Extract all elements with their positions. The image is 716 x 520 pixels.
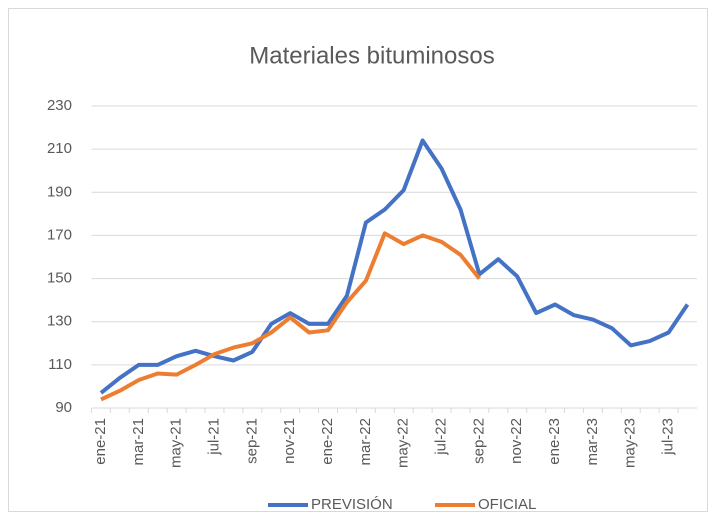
x-tick-label: nov-22 (508, 418, 525, 464)
x-tick-label: may-21 (168, 418, 185, 468)
x-tick-label: nov-21 (281, 418, 298, 464)
legend-label: PREVISIÓN (311, 496, 393, 513)
x-tick-label: jul-21 (205, 418, 222, 456)
y-tick-label: 210 (47, 140, 72, 157)
x-tick-label: mar-21 (130, 418, 147, 466)
x-tick-label: ene-22 (319, 418, 336, 465)
x-tick-label: mar-22 (357, 418, 374, 466)
y-tick-label: 230 (47, 97, 72, 114)
x-tick-label: sep-21 (243, 418, 260, 464)
y-tick-label: 130 (47, 313, 72, 330)
y-tick-label: 150 (47, 270, 72, 287)
x-tick-label: sep-22 (470, 418, 487, 464)
x-tick-label: ene-21 (92, 418, 109, 465)
legend-label: OFICIAL (478, 496, 536, 513)
x-tick-label: mar-23 (584, 418, 601, 466)
series-line (99, 138, 690, 395)
x-tick-label: may-23 (622, 418, 639, 468)
x-tick-label: ene-23 (546, 418, 563, 465)
x-tick-label: jul-23 (660, 418, 677, 456)
y-tick-label: 170 (47, 226, 72, 243)
chart-title: Materiales bituminosos (249, 42, 494, 69)
x-tick-label: jul-22 (433, 418, 450, 456)
y-tick-label: 190 (47, 183, 72, 200)
y-tick-label: 90 (55, 399, 72, 416)
series-line (100, 231, 481, 402)
y-tick-label: 110 (48, 356, 72, 373)
x-tick-label: may-22 (395, 418, 412, 468)
